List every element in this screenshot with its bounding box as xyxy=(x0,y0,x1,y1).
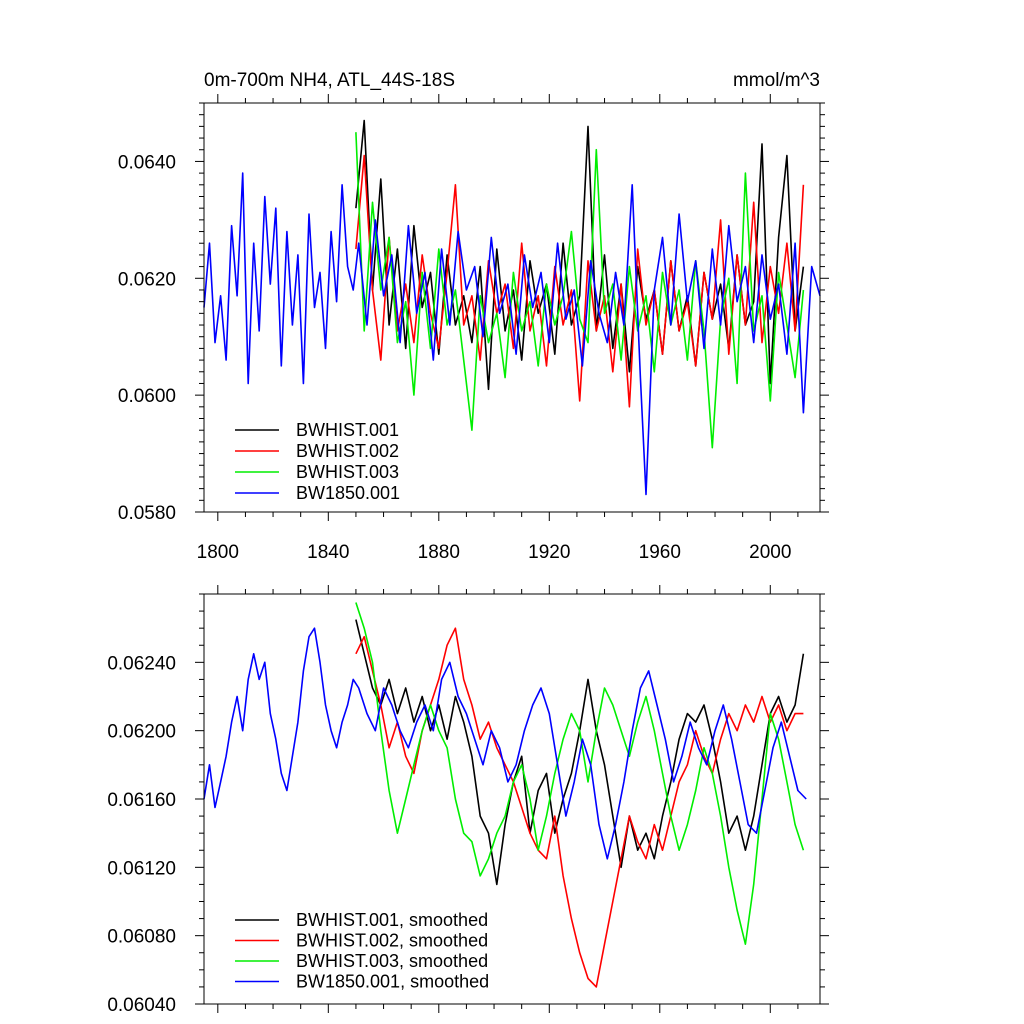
bottom-legend-label: BW1850.001, smoothed xyxy=(296,972,489,992)
x-tick-label: 1920 xyxy=(528,542,570,563)
top-series-line-2 xyxy=(355,154,805,408)
bottom-series-line-4 xyxy=(203,627,807,860)
x-tick-label: 2000 xyxy=(749,542,791,563)
top-panel: 1800 1840 1880 1920 1960 2000 0.0580 0.0600 0.06… xyxy=(118,94,829,563)
bottom-y-tick-label: 0.06200 xyxy=(107,722,176,743)
top-y-tick-label: 0.0640 xyxy=(118,152,176,173)
top-y-tick-label: 0.0600 xyxy=(118,386,176,407)
top-series-line-3 xyxy=(355,132,805,449)
top-plot-frame xyxy=(203,102,821,513)
x-tick-label: 1800 xyxy=(197,542,239,563)
bottom-legend-label: BWHIST.001, smoothed xyxy=(296,910,488,930)
top-chart-units: mmol/m^3 xyxy=(733,70,820,91)
top-y-tick-label: 0.0580 xyxy=(118,503,176,524)
bottom-y-tick-label: 0.06160 xyxy=(107,790,176,811)
top-legend-label: BWHIST.002 xyxy=(296,441,399,461)
bottom-legend-label: BWHIST.003, smoothed xyxy=(296,951,488,971)
bottom-legend-label: BWHIST.002, smoothed xyxy=(296,931,488,951)
bottom-series-line-3 xyxy=(355,602,805,945)
bottom-y-tick-label: 0.06120 xyxy=(107,858,176,879)
top-legend-label: BWHIST.001 xyxy=(296,420,399,440)
bottom-y-tick-label: 0.06040 xyxy=(107,995,176,1016)
top-y-tick-label: 0.0620 xyxy=(118,269,176,290)
top-legend-label: BWHIST.003 xyxy=(296,462,399,482)
x-tick-label: 1840 xyxy=(307,542,349,563)
bottom-y-tick-label: 0.06240 xyxy=(107,653,176,674)
bottom-y-tick-label: 0.06080 xyxy=(107,927,176,948)
top-series-line-4 xyxy=(203,172,821,496)
x-tick-label: 1960 xyxy=(639,542,681,563)
bottom-panel: 0.06040 0.06080 0.06120 0.06160 0.06200 0.062… xyxy=(107,585,829,1016)
top-legend-label: BW1850.001 xyxy=(296,483,400,503)
x-tick-label: 1880 xyxy=(418,542,460,563)
top-chart-title: 0m-700m NH4, ATL_44S-18S xyxy=(204,70,455,91)
